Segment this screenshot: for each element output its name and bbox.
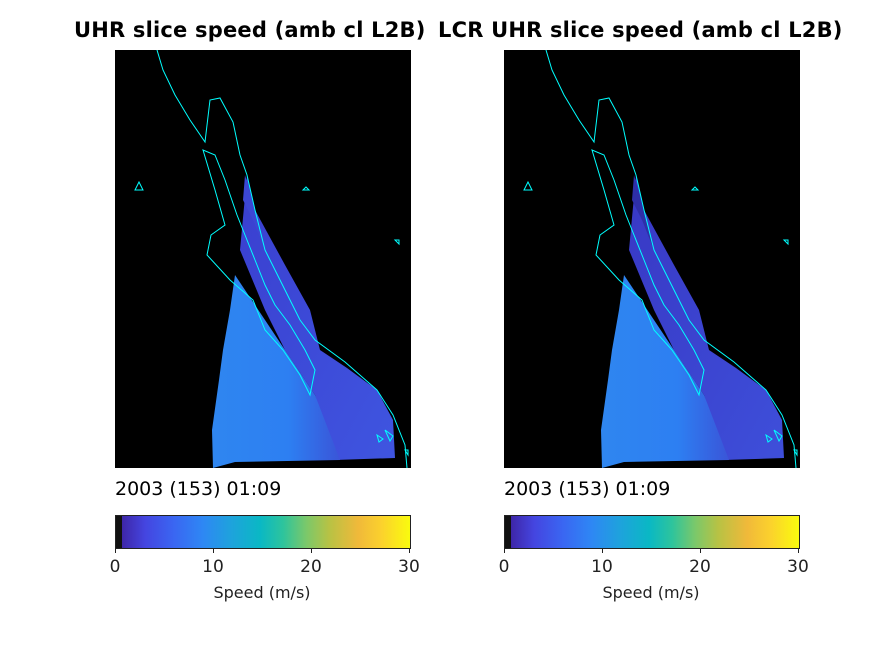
timestamp: 2003 (153) 01:09 bbox=[504, 478, 671, 500]
colorbar-under bbox=[116, 516, 122, 548]
tick-label: 20 bbox=[300, 557, 322, 577]
tick-mark bbox=[115, 548, 116, 553]
tick-mark bbox=[213, 548, 214, 553]
tick-label: 30 bbox=[398, 557, 420, 577]
tick-mark bbox=[311, 548, 312, 553]
right-panel: LCR UHR slice speed (amb cl L2B) 20 bbox=[438, 0, 884, 663]
colorbar-label: Speed (m/s) bbox=[213, 583, 311, 602]
colorbar-gradient bbox=[122, 516, 410, 548]
speed-map-graphic bbox=[134, 50, 409, 468]
gulf-swath bbox=[629, 175, 784, 460]
speed-map-graphic bbox=[523, 50, 798, 468]
tick-mark bbox=[602, 548, 603, 553]
small-islands bbox=[134, 180, 409, 457]
colorbar-ticks bbox=[115, 548, 411, 556]
tick-label: 0 bbox=[109, 557, 121, 577]
tick-label: 30 bbox=[787, 557, 809, 577]
colorbar-gradient bbox=[511, 516, 799, 548]
colorbar-under bbox=[505, 516, 511, 548]
coastline bbox=[545, 50, 797, 468]
tick-mark bbox=[504, 548, 505, 553]
upper-gulf-swath bbox=[632, 175, 654, 250]
timestamp: 2003 (153) 01:09 bbox=[115, 478, 282, 500]
colorbar bbox=[504, 515, 800, 549]
baja-coastline bbox=[591, 149, 705, 397]
speed-map bbox=[115, 50, 411, 468]
tick-mark bbox=[798, 548, 799, 553]
baja-coastline bbox=[202, 149, 316, 397]
tick-label: 0 bbox=[498, 557, 510, 577]
open-ocean-swath bbox=[601, 275, 729, 468]
colorbar bbox=[115, 515, 411, 549]
panel-title: UHR slice speed (amb cl L2B) bbox=[74, 18, 426, 42]
tick-label: 10 bbox=[591, 557, 613, 577]
upper-gulf-swath bbox=[243, 175, 265, 250]
coastline bbox=[156, 50, 408, 468]
left-panel: UHR slice speed (amb cl L2B) bbox=[74, 18, 426, 602]
small-islands bbox=[523, 180, 798, 457]
open-ocean-swath bbox=[212, 275, 340, 468]
tick-mark bbox=[409, 548, 410, 553]
panel-title: LCR UHR slice speed (amb cl L2B) bbox=[438, 18, 843, 42]
tick-mark bbox=[700, 548, 701, 553]
gulf-swath bbox=[240, 175, 395, 460]
tick-label: 10 bbox=[202, 557, 224, 577]
colorbar-label: Speed (m/s) bbox=[602, 583, 700, 602]
speed-map bbox=[504, 50, 800, 468]
colorbar-ticks bbox=[504, 548, 800, 556]
tick-label: 20 bbox=[689, 557, 711, 577]
